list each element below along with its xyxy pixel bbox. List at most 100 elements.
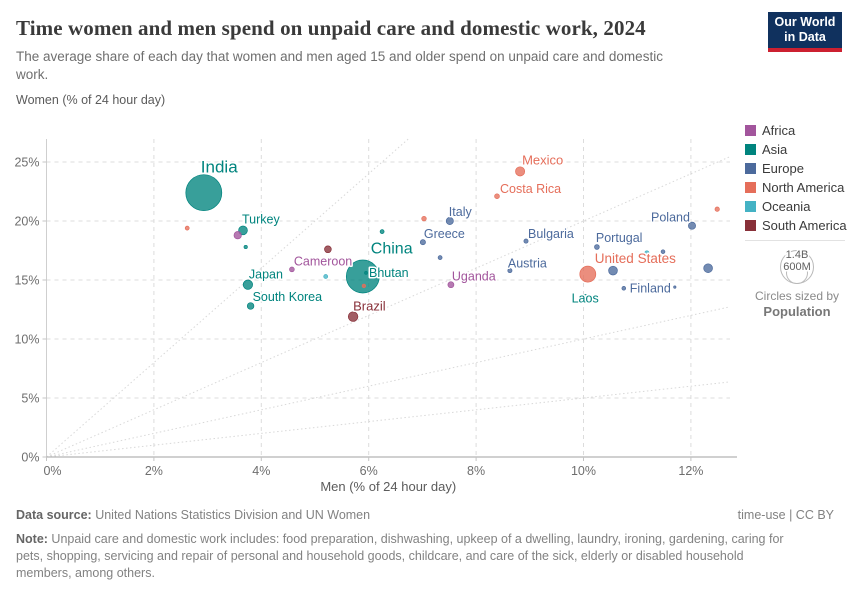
x-tick-label: 4% (252, 464, 270, 478)
legend-label: Europe (762, 161, 804, 176)
legend-label: South America (762, 218, 847, 233)
chart-subtitle: The average share of each day that women… (16, 49, 663, 64)
note-label: Note: (16, 532, 48, 546)
y-tick-label: 15% (14, 274, 39, 288)
point-label-cameroon: Cameroon (294, 254, 352, 268)
x-tick-label: 2% (145, 464, 163, 478)
point-label-austria: Austria (508, 257, 547, 271)
y-tick-label: 25% (14, 156, 39, 170)
legend-divider (745, 240, 845, 241)
data-point-portugal[interactable] (594, 244, 600, 250)
data-point[interactable] (703, 263, 713, 273)
y-tick-label: 10% (14, 333, 39, 347)
data-point[interactable] (667, 256, 671, 260)
x-tick-label: 10% (571, 464, 596, 478)
size-legend-caption: Circles sized by (754, 289, 840, 303)
data-point-austria[interactable] (507, 268, 513, 274)
note-line2: pets, shopping, servicing and repair of … (16, 549, 744, 563)
point-label-china: China (371, 241, 413, 258)
x-axis-title: Men (% of 24 hour day) (320, 479, 456, 494)
data-point-uganda[interactable] (447, 281, 455, 289)
legend-label: Oceania (762, 199, 811, 214)
license-text[interactable]: time-use | CC BY (737, 508, 834, 522)
size-label-inner: 600M (783, 261, 811, 273)
size-legend-circles: 1.4B 600M (780, 248, 814, 284)
data-source-line: Data source: United Nations Statistics D… (16, 508, 370, 522)
legend-label: Asia (762, 142, 788, 157)
axes: 0% 2% 4% 6% 8% 10% 12% 0% 5% 10% 15% 20% 25% Men (% o… (14, 139, 737, 494)
data-point-costa-rica[interactable] (494, 193, 500, 199)
data-point-italy[interactable] (445, 217, 454, 225)
oceania-swatch-icon (745, 201, 756, 212)
point-label-portugal: Portugal (596, 231, 643, 245)
data-point-greece[interactable] (419, 239, 426, 246)
data-point-poland[interactable] (688, 221, 696, 230)
africa-swatch-icon (745, 125, 756, 136)
point-label-greece: Greece (424, 227, 465, 241)
data-point-india[interactable] (185, 174, 223, 212)
point-label-laos: Laos (572, 292, 599, 306)
legend-item-africa[interactable]: Africa (745, 121, 849, 140)
chart-footer: Data source: United Nations Statistics D… (0, 508, 850, 582)
legend-label: North America (762, 180, 845, 195)
europe-swatch-icon (745, 163, 756, 174)
data-point-finland[interactable] (621, 286, 627, 291)
point-label-bulgaria: Bulgaria (528, 227, 574, 241)
point-label-italy: Italy (449, 205, 473, 219)
data-point[interactable] (379, 229, 385, 234)
point-labels: India Turkey Japan South Korea Cameroon China… (199, 151, 691, 315)
point-label-south-korea: South Korea (253, 290, 323, 304)
data-source-label: Data source: (16, 508, 92, 522)
data-point[interactable] (644, 250, 650, 256)
gridlines (46, 139, 730, 457)
point-label-bhutan: Bhutan (369, 266, 409, 280)
data-point[interactable] (421, 215, 427, 222)
x-tick-label: 8% (467, 464, 485, 478)
legend-item-oceania[interactable]: Oceania (745, 197, 849, 216)
point-label-poland: Poland (651, 211, 690, 225)
comparison-lines (46, 138, 731, 458)
data-point-laos[interactable] (583, 294, 588, 299)
south-america-swatch-icon (745, 220, 756, 231)
legend-item-asia[interactable]: Asia (745, 140, 849, 159)
data-point-brazil[interactable] (347, 311, 359, 322)
continent-legend: Africa Asia Europe North America Oceania… (745, 121, 849, 235)
data-point-bhutan[interactable] (364, 271, 368, 275)
data-point[interactable] (233, 231, 242, 240)
data-point[interactable] (673, 285, 677, 289)
legend-item-europe[interactable]: Europe (745, 159, 849, 178)
data-point-bulgaria[interactable] (523, 238, 529, 244)
data-point[interactable] (184, 225, 190, 231)
note-line3: members, among others. (16, 566, 155, 580)
data-point[interactable] (608, 265, 618, 276)
data-point[interactable] (361, 283, 367, 289)
data-point[interactable] (324, 245, 332, 254)
point-label-japan: Japan (249, 268, 283, 282)
legend-item-north-america[interactable]: North America (745, 178, 849, 197)
owid-logo-line1: Our World (774, 15, 836, 29)
y-tick-label: 5% (21, 392, 39, 406)
y-tick-label: 0% (21, 451, 39, 465)
point-label-costa-rica: Costa Rica (500, 182, 561, 196)
data-source-text: United Nations Statistics Division and U… (91, 508, 371, 522)
data-point-japan[interactable] (242, 279, 253, 290)
data-point-china[interactable] (345, 259, 380, 294)
point-label-finland: Finland (630, 281, 671, 295)
data-point[interactable] (323, 274, 329, 279)
data-point[interactable] (660, 249, 666, 254)
legend-item-south-america[interactable]: South America (745, 216, 849, 235)
data-point-mexico[interactable] (515, 166, 526, 177)
point-label-mexico: Mexico (522, 152, 563, 167)
page-title: Time women and men spend on unpaid care … (16, 16, 646, 40)
north-america-swatch-icon (745, 182, 756, 193)
data-point[interactable] (714, 206, 720, 212)
y-axis-title: Women (% of 24 hour day) (16, 93, 166, 107)
point-label-united-states: United States (595, 251, 676, 266)
data-point-united-states[interactable] (579, 265, 597, 283)
data-point[interactable] (437, 255, 443, 260)
data-point[interactable] (243, 244, 248, 250)
data-point-cameroon[interactable] (289, 266, 295, 273)
data-point-south-korea[interactable] (246, 302, 255, 310)
